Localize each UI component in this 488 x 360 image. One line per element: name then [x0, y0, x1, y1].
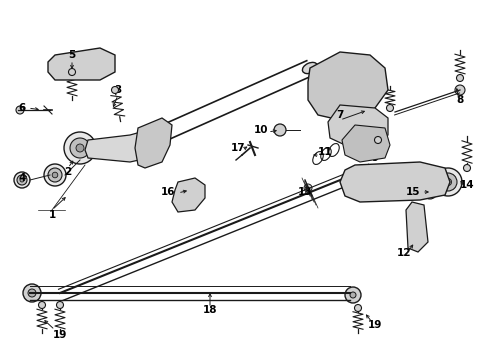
Circle shape: [433, 168, 461, 196]
Circle shape: [39, 302, 45, 309]
Circle shape: [14, 172, 30, 188]
Text: 10: 10: [253, 125, 267, 135]
Circle shape: [354, 305, 361, 311]
Circle shape: [345, 287, 360, 303]
Ellipse shape: [122, 143, 137, 154]
Circle shape: [17, 175, 27, 185]
Circle shape: [23, 284, 41, 302]
Polygon shape: [172, 178, 204, 212]
Polygon shape: [85, 130, 155, 162]
Text: 4: 4: [18, 173, 26, 183]
Polygon shape: [339, 162, 449, 202]
Circle shape: [349, 292, 355, 298]
Text: 7: 7: [336, 110, 343, 120]
Circle shape: [20, 178, 24, 182]
Text: 19: 19: [367, 320, 382, 330]
Circle shape: [28, 289, 36, 297]
Circle shape: [111, 86, 118, 94]
Circle shape: [304, 184, 311, 192]
Text: 8: 8: [455, 95, 463, 105]
Text: 18: 18: [203, 305, 217, 315]
Text: 16: 16: [160, 187, 175, 197]
Text: 11: 11: [317, 147, 332, 157]
Circle shape: [454, 85, 464, 95]
Circle shape: [456, 75, 463, 81]
Circle shape: [386, 104, 393, 112]
Text: 5: 5: [68, 50, 76, 60]
Text: 14: 14: [459, 180, 473, 190]
Circle shape: [44, 164, 66, 186]
Circle shape: [438, 173, 456, 191]
Circle shape: [57, 302, 63, 309]
Circle shape: [426, 189, 432, 195]
Text: 6: 6: [18, 103, 25, 113]
Circle shape: [76, 144, 84, 152]
Circle shape: [64, 132, 96, 164]
Circle shape: [135, 141, 149, 155]
Circle shape: [16, 106, 24, 114]
Circle shape: [422, 185, 436, 199]
Polygon shape: [341, 125, 389, 162]
Text: 2: 2: [64, 167, 71, 177]
Circle shape: [273, 124, 285, 136]
Text: 1: 1: [48, 210, 56, 220]
Circle shape: [68, 68, 75, 76]
Circle shape: [444, 179, 451, 186]
Text: 15: 15: [405, 187, 419, 197]
Ellipse shape: [302, 62, 317, 73]
Polygon shape: [307, 52, 387, 120]
Circle shape: [374, 136, 381, 144]
Polygon shape: [405, 202, 427, 252]
Text: 17: 17: [230, 143, 245, 153]
Circle shape: [130, 136, 154, 160]
Circle shape: [70, 138, 90, 158]
Text: 12: 12: [396, 248, 410, 258]
Circle shape: [463, 165, 469, 171]
Text: 9: 9: [371, 153, 378, 163]
Polygon shape: [327, 105, 387, 145]
Polygon shape: [135, 118, 172, 168]
Circle shape: [52, 172, 58, 178]
Circle shape: [139, 145, 144, 151]
Text: 13: 13: [297, 187, 312, 197]
Text: 19: 19: [53, 330, 67, 340]
Circle shape: [48, 168, 62, 182]
Text: 3: 3: [114, 85, 122, 95]
Polygon shape: [48, 48, 115, 80]
